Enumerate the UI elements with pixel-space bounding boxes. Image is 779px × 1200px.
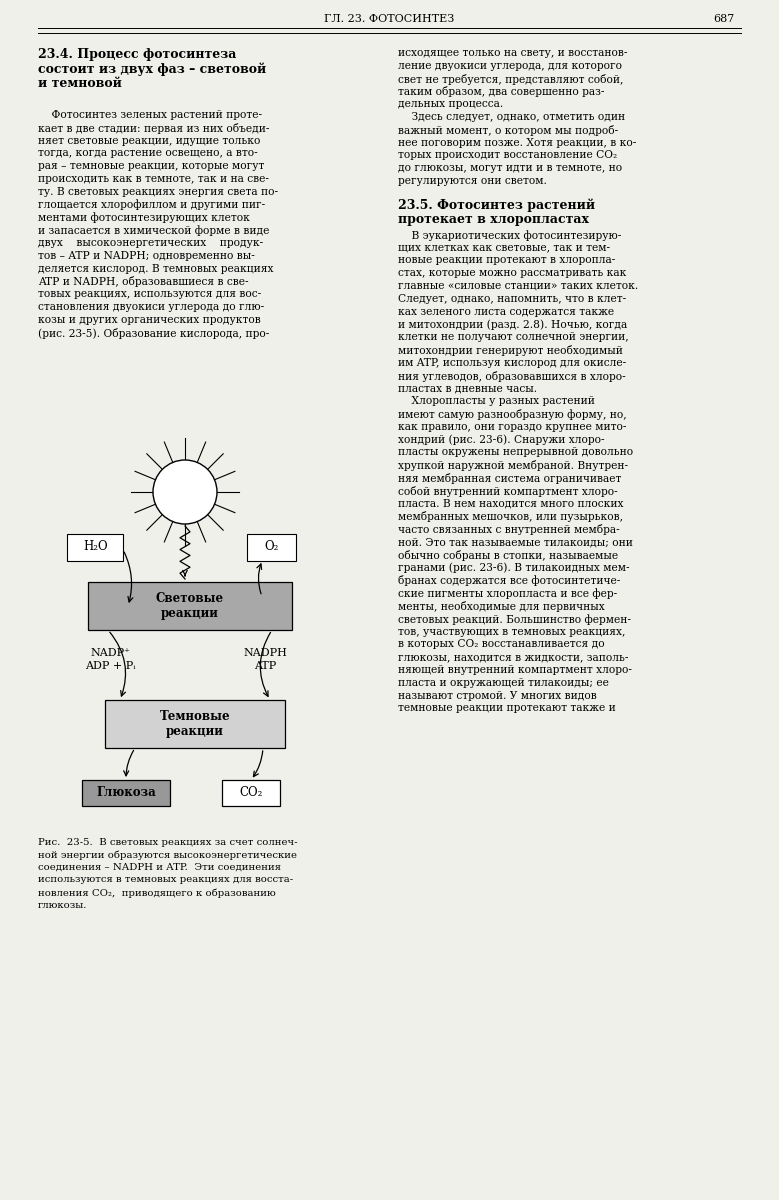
Text: няющей внутренний компартмент хлоро-: няющей внутренний компартмент хлоро- xyxy=(398,665,632,674)
FancyBboxPatch shape xyxy=(105,700,285,748)
Text: дельных процесса.: дельных процесса. xyxy=(398,100,503,109)
Text: Здесь следует, однако, отметить один: Здесь следует, однако, отметить один xyxy=(398,112,625,122)
Text: и темновой: и темновой xyxy=(38,77,122,90)
Text: ках зеленого листа содержатся также: ках зеленого листа содержатся также xyxy=(398,307,614,317)
Text: состоит из двух фаз – световой: состоит из двух фаз – световой xyxy=(38,62,266,76)
Text: кает в две стадии: первая из них объеди-: кает в две стадии: первая из них объеди- xyxy=(38,122,270,133)
Text: (рис. 23-5). Образование кислорода, про-: (рис. 23-5). Образование кислорода, про- xyxy=(38,328,270,338)
Text: ной энергии образуются высокоэнергетические: ной энергии образуются высокоэнергетичес… xyxy=(38,851,297,860)
Text: козы и других органических продуктов: козы и других органических продуктов xyxy=(38,314,261,325)
Text: пласта и окружающей тилакоиды; ее: пласта и окружающей тилакоиды; ее xyxy=(398,678,609,688)
Text: протекает в хлоропластах: протекает в хлоропластах xyxy=(398,214,589,227)
Text: Следует, однако, напомнить, что в клет-: Следует, однако, напомнить, что в клет- xyxy=(398,294,626,304)
Text: хондрий (рис. 23-6). Снаружи хлоро-: хондрий (рис. 23-6). Снаружи хлоро- xyxy=(398,434,605,445)
Text: и митохондрии (разд. 2.8). Ночью, когда: и митохондрии (разд. 2.8). Ночью, когда xyxy=(398,319,627,330)
Text: регулируются они светом.: регулируются они светом. xyxy=(398,176,547,186)
Text: ATP и NADPH, образовавшиеся в све-: ATP и NADPH, образовавшиеся в све- xyxy=(38,276,249,288)
Text: глюкозы, находится в жидкости, заполь-: глюкозы, находится в жидкости, заполь- xyxy=(398,652,629,662)
Text: тов – ATP и NADPH; одновременно вы-: тов – ATP и NADPH; одновременно вы- xyxy=(38,251,255,260)
Text: в которых CO₂ восстанавливается до: в которых CO₂ восстанавливается до xyxy=(398,640,605,649)
Text: ния углеводов, образовавшихся в хлоро-: ния углеводов, образовавшихся в хлоро- xyxy=(398,371,626,382)
Text: Световые
реакции: Световые реакции xyxy=(156,592,224,620)
Text: Фотосинтез зеленых растений проте-: Фотосинтез зеленых растений проте- xyxy=(38,110,262,120)
Text: двух    высокоэнергетических    продук-: двух высокоэнергетических продук- xyxy=(38,238,263,248)
Text: няя мембранная система ограничивает: няя мембранная система ограничивает xyxy=(398,473,622,484)
Text: новые реакции протекают в хлоропла-: новые реакции протекают в хлоропла- xyxy=(398,256,615,265)
FancyBboxPatch shape xyxy=(88,582,292,630)
Text: часто связанных с внутренней мембра-: часто связанных с внутренней мембра- xyxy=(398,524,620,535)
Text: соединения – NADPH и ATP.  Эти соединения: соединения – NADPH и ATP. Эти соединения xyxy=(38,863,281,872)
Text: становления двуокиси углерода до глю-: становления двуокиси углерода до глю- xyxy=(38,302,264,312)
Text: тогда, когда растение освещено, а вто-: тогда, когда растение освещено, а вто- xyxy=(38,149,258,158)
Text: NADP⁺: NADP⁺ xyxy=(90,648,130,658)
Text: называют стромой. У многих видов: называют стромой. У многих видов xyxy=(398,690,597,701)
Text: им ATP, используя кислород для окисле-: им ATP, используя кислород для окисле- xyxy=(398,358,626,368)
FancyBboxPatch shape xyxy=(248,534,297,560)
Text: 23.4. Процесс фотосинтеза: 23.4. Процесс фотосинтеза xyxy=(38,48,236,61)
Text: мембранных мешочков, или пузырьков,: мембранных мешочков, или пузырьков, xyxy=(398,511,623,522)
Text: ной. Это так называемые тилакоиды; они: ной. Это так называемые тилакоиды; они xyxy=(398,538,633,547)
Text: пласты окружены непрерывной довольно: пласты окружены непрерывной довольно xyxy=(398,448,633,457)
Text: O₂: O₂ xyxy=(265,540,279,553)
Text: щих клетках как световые, так и тем-: щих клетках как световые, так и тем- xyxy=(398,242,610,253)
Text: хрупкой наружной мембраной. Внутрен-: хрупкой наружной мембраной. Внутрен- xyxy=(398,461,628,472)
Text: тов, участвующих в темновых реакциях,: тов, участвующих в темновых реакциях, xyxy=(398,626,626,636)
Text: ментами фотосинтезирующих клеток: ментами фотосинтезирующих клеток xyxy=(38,212,250,223)
Text: глощается хлорофиллом и другими пиг-: глощается хлорофиллом и другими пиг- xyxy=(38,199,266,210)
Text: используются в темновых реакциях для восста-: используются в темновых реакциях для вос… xyxy=(38,876,293,884)
Text: свет не требуется, представляют собой,: свет не требуется, представляют собой, xyxy=(398,73,623,84)
Text: как правило, они гораздо крупнее мито-: как правило, они гораздо крупнее мито- xyxy=(398,422,626,432)
Text: торых происходит восстановление CO₂: торых происходит восстановление CO₂ xyxy=(398,150,617,161)
Text: клетки не получают солнечной энергии,: клетки не получают солнечной энергии, xyxy=(398,332,629,342)
Text: таким образом, два совершенно раз-: таким образом, два совершенно раз- xyxy=(398,86,605,97)
Text: обычно собраны в стопки, называемые: обычно собраны в стопки, называемые xyxy=(398,550,618,560)
FancyBboxPatch shape xyxy=(222,780,280,806)
Text: ту. В световых реакциях энергия света по-: ту. В световых реакциях энергия света по… xyxy=(38,187,278,197)
Text: пластах в дневные часы.: пластах в дневные часы. xyxy=(398,384,538,394)
Text: имеют самую разнообразную форму, но,: имеют самую разнообразную форму, но, xyxy=(398,409,626,420)
Text: световых реакций. Большинство фермен-: световых реакций. Большинство фермен- xyxy=(398,613,631,624)
Text: митохондрии генерируют необходимый: митохондрии генерируют необходимый xyxy=(398,346,623,356)
Text: Хлоропласты у разных растений: Хлоропласты у разных растений xyxy=(398,396,595,407)
Text: деляется кислород. В темновых реакциях: деляется кислород. В темновых реакциях xyxy=(38,264,273,274)
FancyBboxPatch shape xyxy=(68,534,124,560)
Text: NADPH: NADPH xyxy=(243,648,287,658)
Text: стах, которые можно рассматривать как: стах, которые можно рассматривать как xyxy=(398,269,626,278)
Text: и запасается в химической форме в виде: и запасается в химической форме в виде xyxy=(38,226,270,236)
Text: пласта. В нем находится много плоских: пласта. В нем находится много плоских xyxy=(398,499,623,509)
Text: Рис.  23-5.  В световых реакциях за счет солнеч-: Рис. 23-5. В световых реакциях за счет с… xyxy=(38,838,298,847)
Text: Глюкоза: Глюкоза xyxy=(96,786,156,799)
Text: товых реакциях, используются для вос-: товых реакциях, используются для вос- xyxy=(38,289,261,299)
Text: до глюкозы, могут идти и в темноте, но: до глюкозы, могут идти и в темноте, но xyxy=(398,163,622,173)
Text: глюкозы.: глюкозы. xyxy=(38,900,87,910)
Text: гранами (рис. 23-6). В тилакоидных мем-: гранами (рис. 23-6). В тилакоидных мем- xyxy=(398,563,629,574)
Text: главные «силовые станции» таких клеток.: главные «силовые станции» таких клеток. xyxy=(398,281,638,290)
Text: собой внутренний компартмент хлоро-: собой внутренний компартмент хлоро- xyxy=(398,486,618,497)
Text: CO₂: CO₂ xyxy=(239,786,263,799)
Text: происходить как в темноте, так и на све-: происходить как в темноте, так и на све- xyxy=(38,174,269,184)
Text: няет световые реакции, идущие только: няет световые реакции, идущие только xyxy=(38,136,260,145)
Text: H₂O: H₂O xyxy=(83,540,108,553)
Text: 687: 687 xyxy=(714,14,735,24)
Text: ление двуокиси углерода, для которого: ление двуокиси углерода, для которого xyxy=(398,61,622,71)
FancyBboxPatch shape xyxy=(82,780,170,806)
Text: важный момент, о котором мы подроб-: важный момент, о котором мы подроб- xyxy=(398,125,619,136)
Text: бранах содержатся все фотосинтетиче-: бранах содержатся все фотосинтетиче- xyxy=(398,576,620,587)
Circle shape xyxy=(153,460,217,524)
Text: рая – темновые реакции, которые могут: рая – темновые реакции, которые могут xyxy=(38,161,264,172)
Text: Темновые
реакции: Темновые реакции xyxy=(160,709,231,738)
Text: новления CO₂,  приводящего к образованию: новления CO₂, приводящего к образованию xyxy=(38,888,276,898)
Text: нее поговорим позже. Хотя реакции, в ко-: нее поговорим позже. Хотя реакции, в ко- xyxy=(398,138,636,148)
Text: ADP + Pᵢ: ADP + Pᵢ xyxy=(85,661,136,671)
Text: исходящее только на свету, и восстанов-: исходящее только на свету, и восстанов- xyxy=(398,48,628,58)
Text: менты, необходимые для первичных: менты, необходимые для первичных xyxy=(398,601,605,612)
Text: 23.5. Фотосинтез растений: 23.5. Фотосинтез растений xyxy=(398,199,595,212)
Text: В эукариотических фотосинтезирую-: В эукариотических фотосинтезирую- xyxy=(398,230,622,240)
Text: темновые реакции протекают также и: темновые реакции протекают также и xyxy=(398,703,615,713)
Text: ГЛ. 23. ФОТОСИНТЕЗ: ГЛ. 23. ФОТОСИНТЕЗ xyxy=(324,14,454,24)
Text: ATP: ATP xyxy=(254,661,276,671)
Text: ские пигменты хлоропласта и все фер-: ские пигменты хлоропласта и все фер- xyxy=(398,588,617,599)
